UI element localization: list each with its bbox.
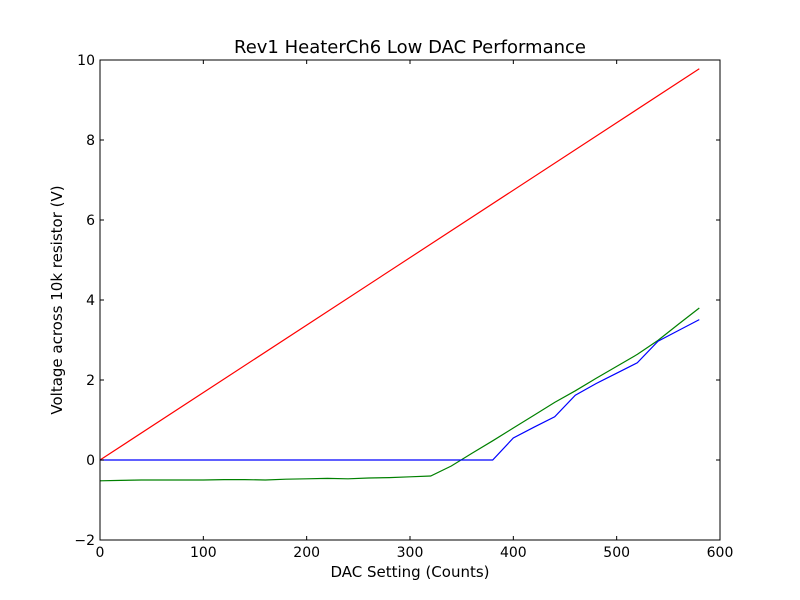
y-tick-label: 4 — [86, 293, 95, 309]
x-tick-label: 500 — [603, 545, 630, 561]
x-tick-label: 400 — [500, 545, 527, 561]
y-tick-label: 8 — [86, 133, 95, 149]
x-tick-label: 600 — [707, 545, 734, 561]
chart-title: Rev1 HeaterCh6 Low DAC Performance — [234, 37, 586, 58]
y-tick-label: 0 — [86, 453, 95, 469]
y-tick-label: 6 — [86, 213, 95, 229]
x-tick-label: 200 — [293, 545, 320, 561]
series-line-1 — [99, 68, 700, 461]
y-axis-label: Voltage across 10k resistor (V) — [48, 185, 66, 414]
series-line-2 — [99, 307, 700, 482]
x-axis-label: DAC Setting (Counts) — [330, 563, 489, 581]
x-tick-label: 300 — [397, 545, 424, 561]
plot-lines — [99, 68, 700, 482]
y-tick-label: 2 — [86, 373, 95, 389]
x-tick-label: 0 — [96, 545, 105, 561]
y-tick-label: −2 — [74, 533, 95, 549]
plot-frame — [99, 59, 721, 541]
series-line-3 — [100, 319, 700, 461]
y-tick-label: 10 — [77, 53, 95, 69]
x-tick-label: 100 — [190, 545, 217, 561]
